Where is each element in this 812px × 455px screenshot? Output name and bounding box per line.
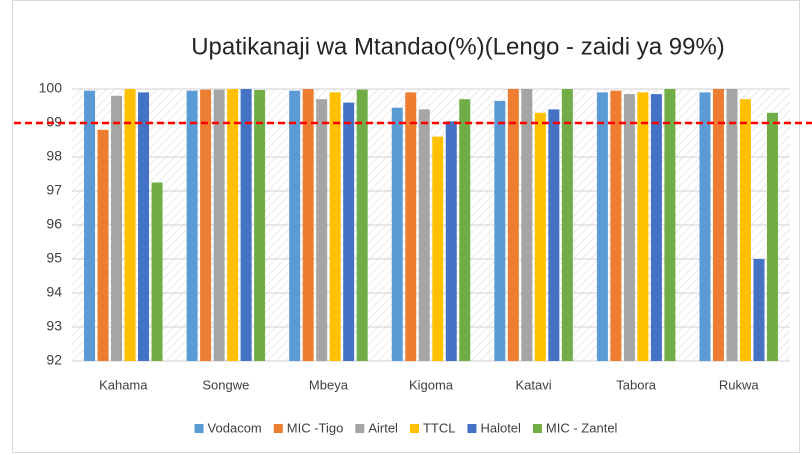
bar — [186, 90, 198, 361]
legend-label: MIC -Tigo — [287, 420, 344, 435]
bar — [445, 121, 457, 361]
bar — [534, 112, 546, 361]
legend-label: Vodacom — [208, 420, 262, 435]
bar — [418, 109, 430, 362]
bar — [766, 112, 778, 361]
bar — [111, 95, 123, 362]
bar — [610, 90, 622, 361]
bar — [391, 107, 403, 361]
bar — [507, 89, 519, 361]
y-tick-label: 94 — [46, 284, 62, 300]
bar — [97, 129, 109, 361]
legend-label: Halotel — [480, 420, 521, 435]
bar — [329, 92, 341, 362]
bar — [637, 92, 649, 362]
bar — [200, 89, 212, 362]
x-tick-label: Kigoma — [409, 377, 454, 392]
legend-swatch — [409, 424, 419, 433]
y-tick-label: 96 — [46, 216, 62, 232]
y-tick-label: 93 — [46, 318, 62, 334]
bar — [739, 99, 751, 361]
bar — [650, 94, 662, 361]
bar — [561, 89, 573, 361]
bar — [596, 92, 608, 362]
bar — [712, 89, 724, 361]
legend-swatch — [355, 424, 365, 433]
legend-label: Airtel — [368, 420, 398, 435]
bar — [151, 182, 163, 361]
x-tick-label: Kahama — [99, 377, 148, 392]
x-tick-label: Katavi — [516, 377, 552, 392]
bar — [254, 90, 266, 362]
y-tick-label: 95 — [46, 250, 62, 266]
bar — [432, 136, 444, 361]
x-tick-label: Songwe — [202, 377, 249, 392]
chart-title: Upatikanaji wa Mtandao(%)(Lengo - zaidi … — [191, 33, 725, 60]
bar — [240, 89, 252, 361]
y-tick-label: 92 — [46, 352, 62, 368]
legend-label: TTCL — [423, 420, 456, 435]
bar — [494, 100, 506, 362]
bar — [459, 99, 471, 361]
legend-swatch — [467, 424, 477, 433]
y-tick-label: 100 — [39, 80, 63, 96]
bar — [227, 89, 239, 361]
legend-swatch — [194, 424, 204, 433]
bar — [753, 259, 765, 361]
bar — [664, 89, 676, 361]
bar — [699, 92, 711, 362]
bar — [623, 94, 635, 361]
bar — [289, 90, 301, 361]
bar — [84, 90, 96, 361]
bar — [405, 92, 417, 362]
legend-label: MIC - Zantel — [546, 420, 618, 435]
bar — [124, 89, 136, 361]
bar — [302, 89, 314, 361]
x-tick-label: Tabora — [616, 377, 657, 392]
y-tick-label: 97 — [46, 182, 62, 198]
bar — [138, 92, 150, 362]
bar — [548, 109, 560, 362]
bar — [343, 102, 355, 361]
bar — [316, 99, 328, 361]
y-tick-label: 99 — [46, 114, 62, 130]
bar — [726, 89, 738, 361]
bar — [213, 89, 225, 362]
bar — [521, 89, 533, 361]
y-tick-label: 98 — [46, 148, 62, 164]
legend-swatch — [532, 424, 542, 433]
bar — [356, 89, 368, 362]
x-tick-label: Rukwa — [719, 377, 760, 392]
legend-swatch — [273, 424, 283, 433]
x-tick-label: Mbeya — [309, 377, 349, 392]
